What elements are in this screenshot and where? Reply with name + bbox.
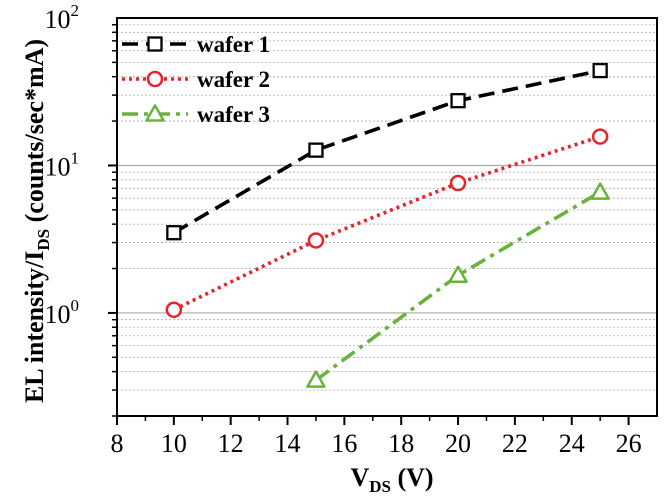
x-tick-label: 18	[388, 429, 414, 458]
data-point	[591, 128, 609, 145]
series-layer	[165, 62, 610, 388]
data-point	[448, 265, 468, 284]
data-point	[307, 232, 325, 249]
x-tick-label: 12	[218, 429, 244, 458]
x-axis-title-sub: DS	[369, 477, 391, 496]
legend-marker	[146, 70, 164, 88]
x-tick-label: 26	[616, 429, 642, 458]
legend-label: wafer 2	[197, 67, 270, 92]
grid-lines	[117, 24, 657, 417]
x-tick-label: 10	[161, 429, 187, 458]
x-tick-label: 20	[445, 429, 471, 458]
series-2	[165, 128, 609, 319]
x-tick-label: 16	[331, 429, 357, 458]
legend-item-3: wafer 3	[122, 102, 270, 127]
y-axis-title-main: EL intensity/I	[20, 251, 49, 403]
data-point	[306, 370, 326, 388]
series-3	[306, 182, 610, 388]
series-line	[172, 68, 601, 235]
legend-item-1: wafer 1	[122, 32, 270, 57]
data-point	[166, 225, 182, 241]
data-point	[590, 182, 610, 200]
series-line	[173, 134, 601, 312]
x-axis-title-suffix: (V)	[391, 463, 434, 492]
axis-ticks: 8 10 12 14 16 18 20 22 24 26 100 101 102	[45, 1, 642, 458]
data-point	[165, 301, 183, 319]
legend-item-2: wafer 2	[122, 67, 270, 92]
y-tick-label: 101	[45, 148, 80, 181]
y-tick-label: 100	[45, 296, 80, 329]
legend-label: wafer 1	[197, 32, 270, 57]
series-1	[166, 62, 608, 241]
x-tick-label: 22	[502, 429, 528, 458]
data-point	[449, 174, 467, 192]
legend-label: wafer 3	[197, 102, 270, 127]
legend: wafer 1 wafer 2 wafer 3	[122, 32, 270, 127]
data-point	[450, 93, 466, 109]
y-axis-title-sub: DS	[34, 229, 53, 251]
y-axis-title: EL intensity/IDS (counts/sec*mA)	[20, 39, 53, 403]
x-tick-label: 14	[275, 429, 301, 458]
series-line	[314, 190, 602, 382]
y-tick-label: 102	[45, 1, 80, 34]
x-tick-label: 24	[559, 429, 585, 458]
plot-frame	[116, 17, 658, 417]
y-axis-title-suffix: (counts/sec*mA)	[20, 39, 49, 229]
data-point	[592, 62, 608, 79]
x-tick-label: 8	[111, 429, 124, 458]
x-axis-title-main: V	[350, 463, 369, 492]
data-point	[308, 142, 324, 158]
legend-marker	[147, 36, 163, 52]
x-axis-title: VDS (V)	[350, 463, 433, 496]
legend-marker	[145, 104, 165, 122]
